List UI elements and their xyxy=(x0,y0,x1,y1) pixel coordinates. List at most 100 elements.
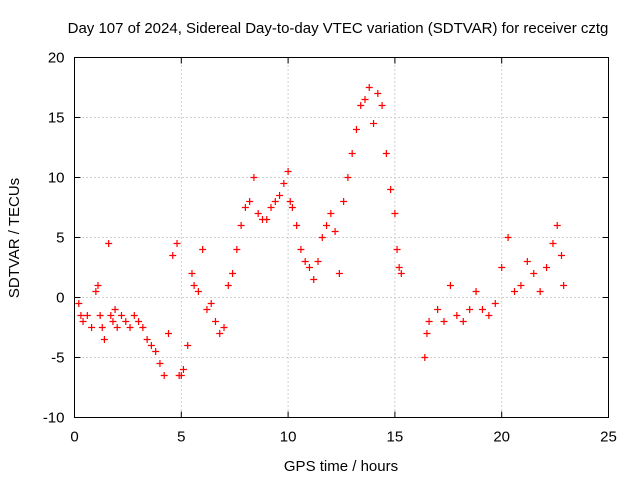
data-point xyxy=(382,150,390,157)
data-point xyxy=(393,246,401,253)
data-point xyxy=(543,264,551,271)
data-point xyxy=(378,102,386,109)
x-tick-label: 15 xyxy=(387,429,404,446)
data-point xyxy=(199,246,207,253)
data-point xyxy=(327,210,335,217)
data-point xyxy=(211,318,219,325)
data-point xyxy=(425,318,433,325)
data-point xyxy=(98,324,106,331)
data-point xyxy=(323,222,331,229)
data-point xyxy=(511,288,519,295)
data-point xyxy=(357,102,365,109)
data-point xyxy=(549,240,557,247)
data-point xyxy=(352,126,360,133)
data-point xyxy=(77,312,85,319)
data-point xyxy=(344,174,352,181)
x-axis-label: GPS time / hours xyxy=(284,458,398,475)
data-point xyxy=(156,360,164,367)
data-point xyxy=(246,198,254,205)
data-point xyxy=(397,270,405,277)
data-point xyxy=(374,90,382,97)
data-point xyxy=(203,306,211,313)
data-point xyxy=(111,306,119,313)
data-point xyxy=(105,240,113,247)
data-point xyxy=(126,324,134,331)
data-point xyxy=(207,300,215,307)
data-point xyxy=(184,342,192,349)
data-point xyxy=(267,204,275,211)
data-point xyxy=(250,174,258,181)
data-point xyxy=(117,312,125,319)
y-tick-label: 20 xyxy=(48,50,65,67)
y-tick-label: 5 xyxy=(56,230,64,247)
data-point xyxy=(305,264,313,271)
data-point xyxy=(177,372,185,379)
data-point xyxy=(286,198,294,205)
data-point xyxy=(284,168,292,175)
data-point xyxy=(440,318,448,325)
axis-ticks: 0 5 10 15 20 25 -10 -5 0 5 10 15 20 xyxy=(43,50,617,446)
data-point xyxy=(147,342,155,349)
data-point xyxy=(485,312,493,319)
x-tick-label: 0 xyxy=(70,429,78,446)
data-point xyxy=(348,150,356,157)
data-point xyxy=(297,246,305,253)
data-point xyxy=(79,318,87,325)
data-point xyxy=(160,372,168,379)
data-point xyxy=(143,336,151,343)
data-point xyxy=(130,312,138,319)
data-point xyxy=(340,198,348,205)
data-point xyxy=(109,318,117,325)
data-point xyxy=(152,348,160,355)
data-point xyxy=(271,198,279,205)
data-point xyxy=(335,270,343,277)
data-point xyxy=(478,306,486,313)
data-point xyxy=(194,288,202,295)
data-point xyxy=(553,222,561,229)
data-point xyxy=(254,210,262,217)
data-point xyxy=(472,288,480,295)
data-point xyxy=(395,264,403,271)
data-point xyxy=(293,222,301,229)
x-tick-label: 5 xyxy=(177,429,185,446)
data-point xyxy=(220,324,228,331)
data-point xyxy=(459,318,467,325)
data-point xyxy=(107,312,115,319)
data-point xyxy=(331,228,339,235)
x-tick-label: 10 xyxy=(280,429,297,446)
data-points xyxy=(75,84,568,379)
data-point xyxy=(421,354,429,361)
data-point xyxy=(88,324,96,331)
data-point xyxy=(173,240,181,247)
gridlines xyxy=(74,57,609,418)
data-point xyxy=(387,186,395,193)
data-point xyxy=(560,282,568,289)
data-point xyxy=(314,258,322,265)
data-point xyxy=(263,216,271,223)
data-point xyxy=(94,282,102,289)
data-point xyxy=(92,288,100,295)
y-axis-label: SDTVAR / TECUs xyxy=(6,178,23,298)
x-tick-label: 25 xyxy=(600,429,617,446)
data-point xyxy=(276,192,284,199)
y-tick-label: 0 xyxy=(56,290,64,307)
data-point xyxy=(233,246,241,253)
data-point xyxy=(365,84,373,91)
data-point xyxy=(491,300,499,307)
data-point xyxy=(224,282,232,289)
data-point xyxy=(229,270,237,277)
data-point xyxy=(237,222,245,229)
data-point xyxy=(169,252,177,259)
data-point xyxy=(530,270,538,277)
data-point xyxy=(241,204,249,211)
data-point xyxy=(100,336,108,343)
data-point xyxy=(122,318,130,325)
data-point xyxy=(318,234,326,241)
data-point xyxy=(179,366,187,373)
data-point xyxy=(301,258,309,265)
data-point xyxy=(391,210,399,217)
data-point xyxy=(517,282,525,289)
y-tick-label: 15 xyxy=(48,110,65,127)
data-point xyxy=(446,282,454,289)
